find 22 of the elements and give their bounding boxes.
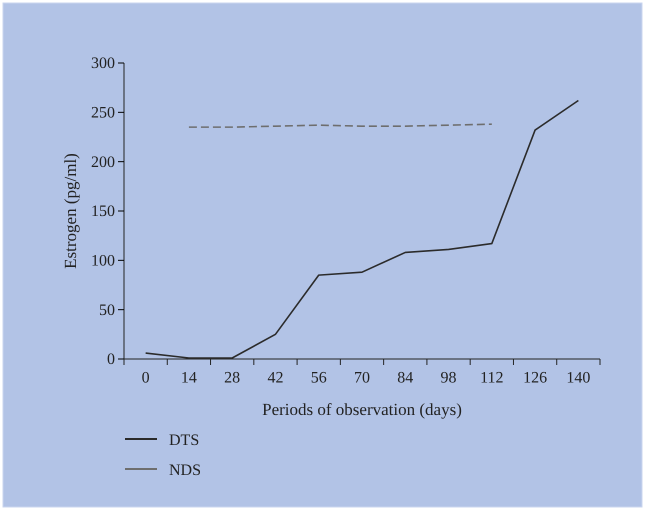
- x-tick-label: 126: [523, 369, 548, 386]
- legend-label: DTS: [169, 432, 200, 449]
- x-axis-title: Periods of observation (days): [262, 400, 462, 419]
- y-tick-label: 250: [91, 104, 115, 122]
- legend-label: NDS: [169, 462, 202, 479]
- x-tick-label: 140: [566, 369, 590, 386]
- y-axis-title: Estrogen (pg/ml): [61, 153, 80, 269]
- y-tick-label: 150: [91, 203, 115, 220]
- y-tick-label: 50: [99, 302, 115, 319]
- x-tick-label: 112: [480, 369, 504, 386]
- x-tick-label: 98: [440, 369, 457, 386]
- x-tick-label: 56: [310, 369, 327, 386]
- x-tick-label: 70: [354, 369, 370, 386]
- y-tick-label: 300: [91, 55, 115, 72]
- y-tick-label: 200: [91, 154, 115, 171]
- x-tick-label: 84: [397, 369, 414, 386]
- x-tick-label: 42: [267, 369, 284, 386]
- x-tick-label: 28: [224, 369, 240, 386]
- x-tick-label: 14: [180, 369, 197, 386]
- y-tick-label: 100: [91, 252, 115, 270]
- x-tick-label: 0: [142, 369, 150, 386]
- y-tick-label: 0: [107, 351, 115, 368]
